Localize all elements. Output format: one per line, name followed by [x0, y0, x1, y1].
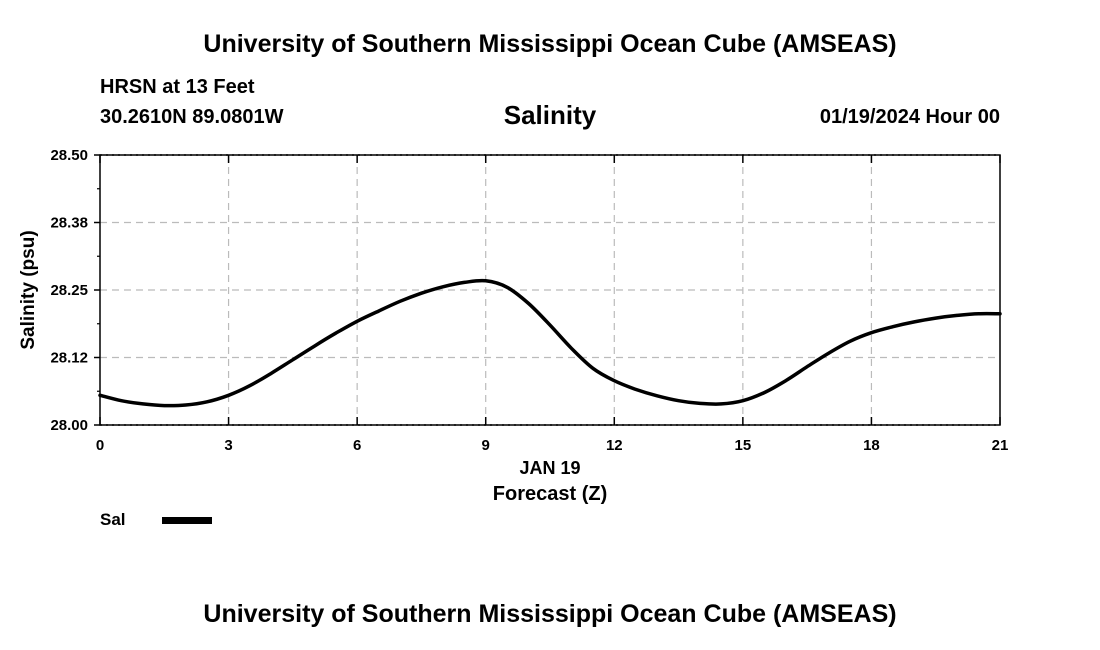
y-tick-labels: 28.00 28.12 28.25 28.38 28.50: [50, 147, 88, 434]
y-axis-label: Salinity (psu): [18, 230, 39, 349]
x-tick-label: 21: [992, 437, 1009, 454]
x-tick-label: 18: [863, 437, 880, 454]
x-tick-label: 6: [353, 437, 361, 454]
station-label: HRSN at 13 Feet: [100, 76, 255, 98]
y-tick-label: 28.00: [50, 417, 88, 434]
x-tick-label: 0: [96, 437, 104, 454]
coordinates-label: 30.2610N 89.0801W: [100, 106, 284, 128]
legend-swatch: [162, 517, 212, 524]
footer-title: University of Southern Mississippi Ocean…: [203, 600, 897, 628]
forecast-datetime: 01/19/2024 Hour 00: [819, 106, 1000, 128]
legend-label: Sal: [100, 510, 126, 529]
x-tick-label: 15: [735, 437, 752, 454]
x-tick-label: 9: [482, 437, 490, 454]
x-tick-label: 3: [224, 437, 232, 454]
date-label: JAN 19: [519, 458, 581, 478]
y-tick-label: 28.38: [50, 215, 88, 232]
y-tick-label: 28.25: [50, 282, 88, 299]
grid: [100, 154, 1000, 426]
x-axis-label: Forecast (Z): [492, 483, 608, 505]
chart-subtitle: Salinity: [503, 100, 597, 130]
y-tick-label: 28.50: [50, 147, 88, 164]
tick-marks: [94, 154, 1001, 426]
salinity-series-line: [98, 278, 1002, 408]
page-title: University of Southern Mississippi Ocean…: [203, 30, 897, 58]
x-tick-labels: 0 3 6 9 12 15 18 21: [96, 437, 1009, 454]
x-tick-label: 12: [606, 437, 623, 454]
y-tick-label: 28.12: [50, 350, 88, 367]
